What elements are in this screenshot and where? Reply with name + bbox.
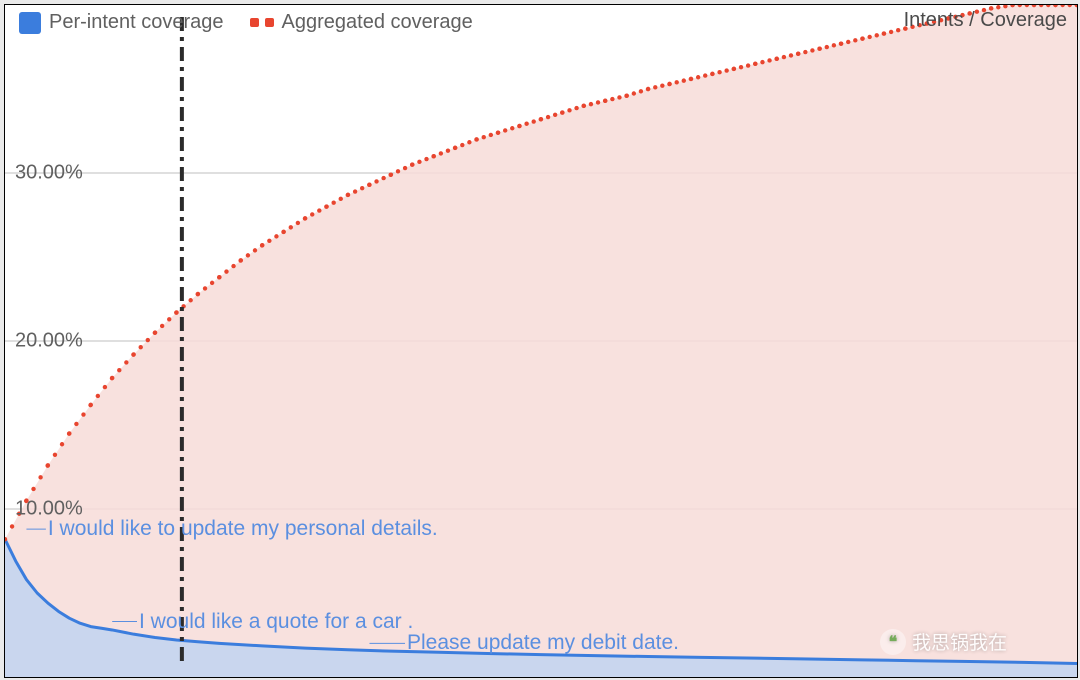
chart-frame: Per-intent coverage Aggregated coverage … xyxy=(4,4,1078,678)
legend-swatch-square xyxy=(19,12,41,34)
annotation-label: I would like a quote for a car . xyxy=(139,610,413,634)
y-tick-label: 20.00% xyxy=(15,330,83,353)
chart-title-right: Intents / Coverage xyxy=(904,9,1067,32)
y-tick-label: 30.00% xyxy=(15,162,83,185)
watermark-text: 我思锅我在 xyxy=(912,628,1007,655)
legend-label-per-intent: Per-intent coverage xyxy=(49,11,224,34)
legend-item-aggregated: Aggregated coverage xyxy=(250,11,473,34)
annotation-label: I would like to update my personal detai… xyxy=(48,517,438,541)
wechat-icon: ❝ xyxy=(880,629,906,655)
annotation-label: Please update my debit date. xyxy=(407,631,679,655)
legend-label-aggregated: Aggregated coverage xyxy=(282,11,473,34)
plot-svg xyxy=(5,5,1077,677)
legend: Per-intent coverage Aggregated coverage xyxy=(19,11,473,34)
legend-item-per-intent: Per-intent coverage xyxy=(19,11,224,34)
watermark: ❝ 我思锅我在 xyxy=(880,628,1007,655)
legend-swatch-dots xyxy=(250,18,274,27)
